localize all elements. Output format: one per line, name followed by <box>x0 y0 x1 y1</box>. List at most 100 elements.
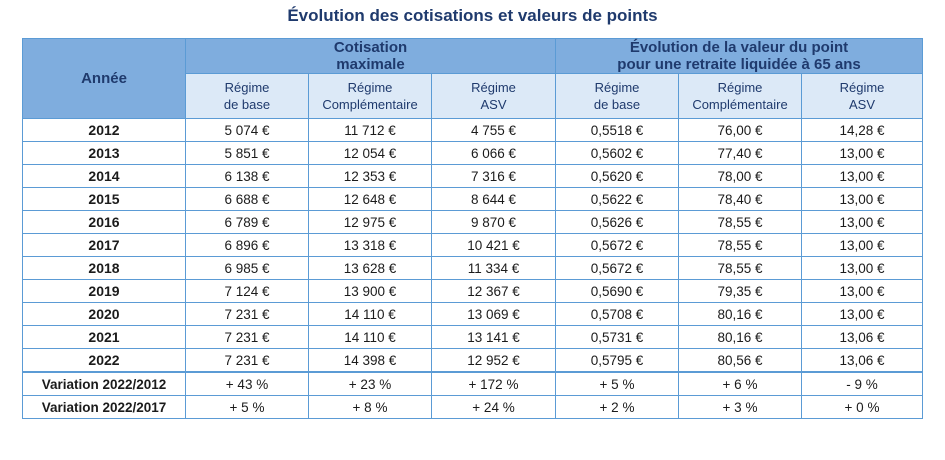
table-row: 2014 6 138 €12 353 €7 316 €0,5620 €78,00 … <box>22 164 923 188</box>
cell-point-base: + 5 % <box>555 371 679 396</box>
table-row: 2022 7 231 €14 398 €12 952 €0,5795 €80,56… <box>22 348 923 373</box>
header-year: Année <box>22 38 186 119</box>
cell-cotisation-base: + 43 % <box>185 371 309 396</box>
cell-point-asv: 13,00 € <box>801 141 923 165</box>
cell-point-base: + 2 % <box>555 395 679 419</box>
header-row-groups: Année Cotisation maximale Évolution de la… <box>22 38 923 119</box>
cell-point-base: 0,5708 € <box>555 302 679 326</box>
cell-cotisation-complementaire: 11 712 € <box>308 118 432 142</box>
cell-point-asv: + 0 % <box>801 395 923 419</box>
cell-cotisation-base: 5 851 € <box>185 141 309 165</box>
cell-cotisation-complementaire: 13 900 € <box>308 279 432 303</box>
table-row: Variation 2022/2012 + 43 % + 23 % + 172 % + … <box>22 371 923 396</box>
cell-year: 2013 <box>22 141 186 165</box>
cell-cotisation-base: 6 789 € <box>185 210 309 234</box>
cell-year: 2016 <box>22 210 186 234</box>
cell-point-base: 0,5690 € <box>555 279 679 303</box>
cell-cotisation-asv: 8 644 € <box>431 187 556 211</box>
cell-point-asv: 13,06 € <box>801 348 923 373</box>
cell-cotisation-complementaire: 14 398 € <box>308 348 432 373</box>
cell-cotisation-asv: 12 952 € <box>431 348 556 373</box>
cell-cotisation-complementaire: 12 054 € <box>308 141 432 165</box>
cell-cotisation-complementaire: 14 110 € <box>308 302 432 326</box>
table-row: 2013 5 851 €12 054 €6 066 €0,5602 €77,40 … <box>22 141 923 165</box>
table-row: 2016 6 789 €12 975 €9 870 €0,5626 €78,55 … <box>22 210 923 234</box>
cell-cotisation-asv: 11 334 € <box>431 256 556 280</box>
cell-point-base: 0,5795 € <box>555 348 679 373</box>
table-row: 2017 6 896 €13 318 €10 421 €0,5672 €78,55… <box>22 233 923 257</box>
subheader-regime-base: Régime de base <box>185 73 309 119</box>
cell-cotisation-base: 6 985 € <box>185 256 309 280</box>
cell-year: 2021 <box>22 325 186 349</box>
cell-cotisation-asv: + 24 % <box>431 395 556 419</box>
cell-point-asv: 13,00 € <box>801 233 923 257</box>
cell-cotisation-base: 7 231 € <box>185 348 309 373</box>
cell-cotisation-asv: 12 367 € <box>431 279 556 303</box>
cell-year: Variation 2022/2012 <box>22 371 186 396</box>
cell-point-asv: 13,00 € <box>801 187 923 211</box>
cell-point-base: 0,5622 € <box>555 187 679 211</box>
cell-cotisation-complementaire: 14 110 € <box>308 325 432 349</box>
cell-point-base: 0,5672 € <box>555 256 679 280</box>
cell-year: 2022 <box>22 348 186 373</box>
cell-point-asv: 13,00 € <box>801 256 923 280</box>
cell-year: 2014 <box>22 164 186 188</box>
table-body: 2012 5 074 €11 712 €4 755 €0,5518 €76,00 … <box>22 118 923 419</box>
cell-cotisation-base: 7 124 € <box>185 279 309 303</box>
subheader-point-regime-asv: Régime ASV <box>801 73 923 119</box>
cell-cotisation-base: 6 896 € <box>185 233 309 257</box>
table-row: Variation 2022/2017 + 5 % + 8 % + 24 % + 2 %… <box>22 395 923 419</box>
cell-year: 2015 <box>22 187 186 211</box>
cell-point-complementaire: 76,00 € <box>678 118 802 142</box>
cell-point-complementaire: + 3 % <box>678 395 802 419</box>
table-row: 2018 6 985 €13 628 €11 334 €0,5672 €78,55… <box>22 256 923 280</box>
table-row: 2020 7 231 €14 110 €13 069 €0,5708 €80,16… <box>22 302 923 326</box>
cell-point-complementaire: 80,16 € <box>678 325 802 349</box>
cell-cotisation-asv: 6 066 € <box>431 141 556 165</box>
cell-point-base: 0,5620 € <box>555 164 679 188</box>
header-row-regimes: Régime de base Régime Complémentaire Régim… <box>23 73 923 119</box>
cell-point-base: 0,5602 € <box>555 141 679 165</box>
cell-point-complementaire: 78,55 € <box>678 210 802 234</box>
cell-cotisation-asv: 13 141 € <box>431 325 556 349</box>
cell-point-asv: 13,00 € <box>801 210 923 234</box>
cell-year: 2020 <box>22 302 186 326</box>
cell-point-asv: 13,06 € <box>801 325 923 349</box>
cell-cotisation-asv: 10 421 € <box>431 233 556 257</box>
cell-point-base: 0,5518 € <box>555 118 679 142</box>
header-cotisation-maximale: Cotisation maximale <box>185 38 556 74</box>
cell-point-asv: 14,28 € <box>801 118 923 142</box>
cell-point-asv: 13,00 € <box>801 279 923 303</box>
cell-point-complementaire: 77,40 € <box>678 141 802 165</box>
cell-cotisation-base: 5 074 € <box>185 118 309 142</box>
subheader-point-regime-base: Régime de base <box>555 73 679 119</box>
subheader-point-regime-complementaire: Régime Complémentaire <box>678 73 802 119</box>
subheader-regime-asv: Régime ASV <box>431 73 556 119</box>
cell-cotisation-complementaire: + 23 % <box>308 371 432 396</box>
cell-year: 2018 <box>22 256 186 280</box>
table-row: 2015 6 688 €12 648 €8 644 €0,5622 €78,40 … <box>22 187 923 211</box>
cell-point-base: 0,5672 € <box>555 233 679 257</box>
cell-point-complementaire: 78,00 € <box>678 164 802 188</box>
cell-cotisation-base: + 5 % <box>185 395 309 419</box>
cell-year: 2012 <box>22 118 186 142</box>
cell-point-asv: - 9 % <box>801 371 923 396</box>
cell-year: 2019 <box>22 279 186 303</box>
cell-year: Variation 2022/2017 <box>22 395 186 419</box>
cell-cotisation-asv: 4 755 € <box>431 118 556 142</box>
table-row: 2021 7 231 €14 110 €13 141 €0,5731 €80,16… <box>22 325 923 349</box>
table-row: 2012 5 074 €11 712 €4 755 €0,5518 €76,00 … <box>22 118 923 142</box>
cell-point-complementaire: 79,35 € <box>678 279 802 303</box>
subheader-regime-complementaire: Régime Complémentaire <box>308 73 432 119</box>
cell-cotisation-asv: + 172 % <box>431 371 556 396</box>
table-title: Évolution des cotisations et valeurs de … <box>287 6 658 25</box>
cell-cotisation-complementaire: 12 353 € <box>308 164 432 188</box>
cell-point-base: 0,5626 € <box>555 210 679 234</box>
cell-point-complementaire: 80,16 € <box>678 302 802 326</box>
cell-cotisation-base: 6 138 € <box>185 164 309 188</box>
cell-point-complementaire: 78,40 € <box>678 187 802 211</box>
cell-point-asv: 13,00 € <box>801 302 923 326</box>
cell-point-asv: 13,00 € <box>801 164 923 188</box>
cell-cotisation-asv: 7 316 € <box>431 164 556 188</box>
